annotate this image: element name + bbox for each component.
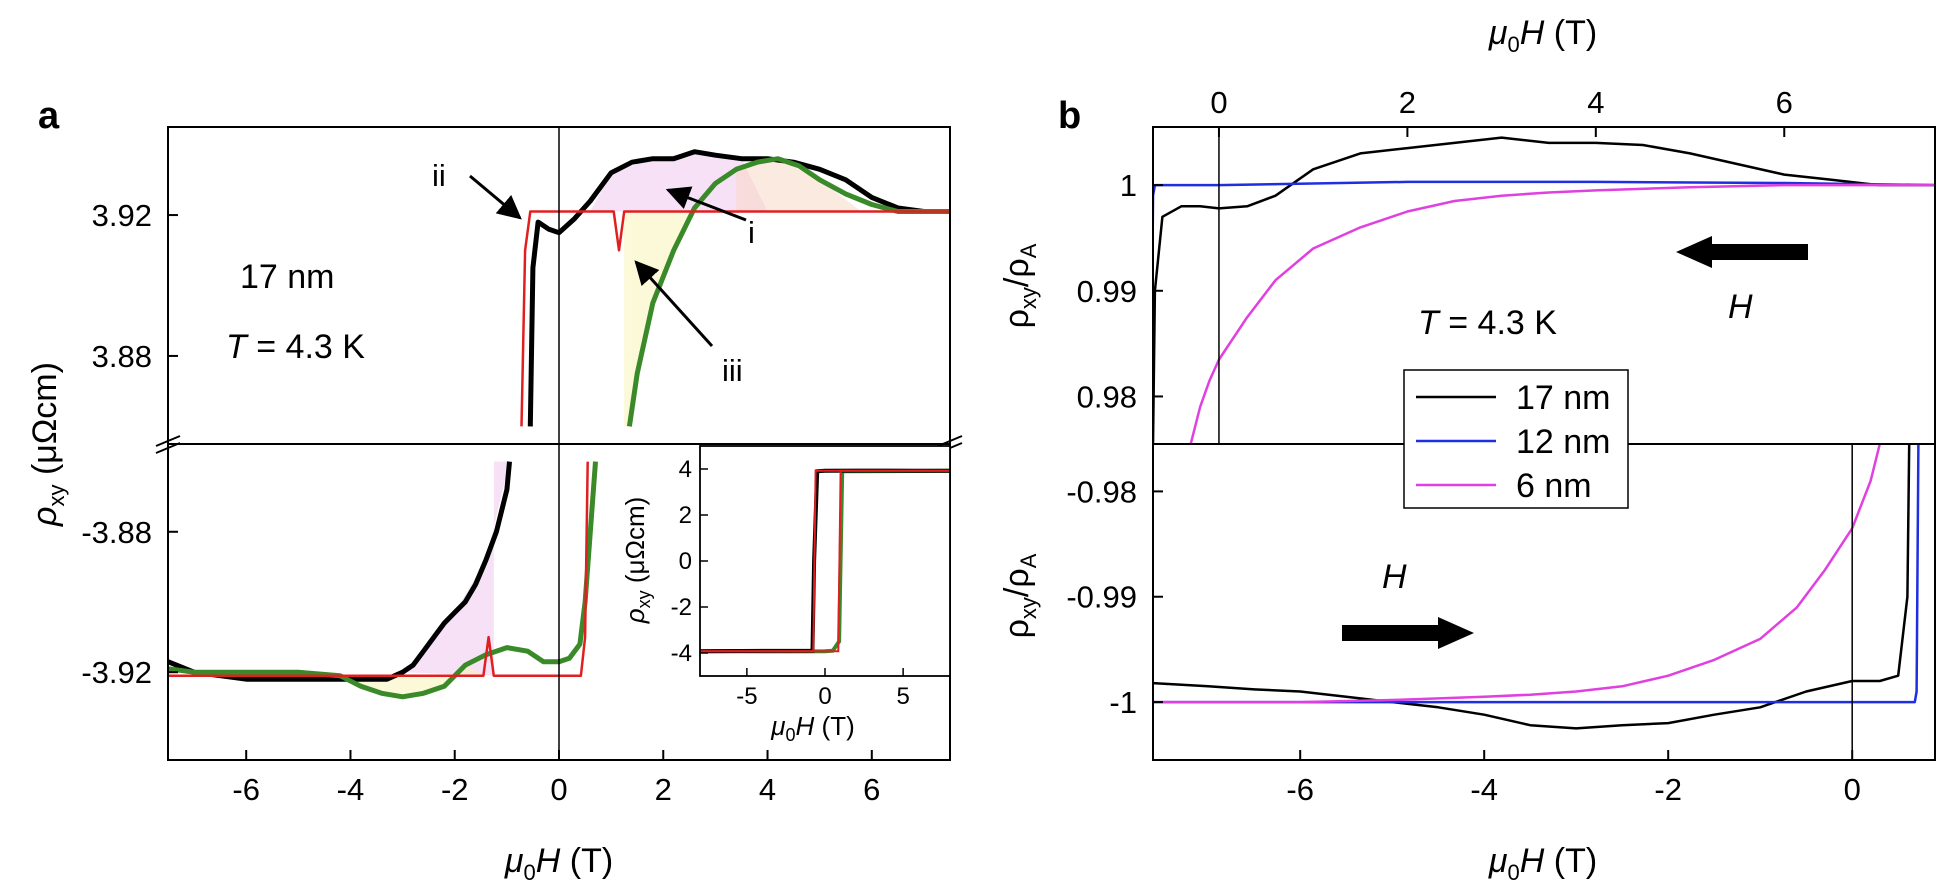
- annotation-iii-arrow: [634, 260, 714, 348]
- panel-a-ylabel: ρxy (μΩcm): [26, 362, 69, 527]
- panel-b-xlabel-top: μ0H (T): [1488, 14, 1597, 57]
- inset-xtick-label: 0: [818, 683, 831, 710]
- inset-ytick-label: 0: [679, 548, 692, 575]
- panel-b-series-2-upper: [1189, 183, 1935, 444]
- field-arrow-left-icon: [1676, 236, 1808, 268]
- legend-box: [1403, 369, 1629, 509]
- panel-b-series-0-upper: [1153, 136, 1935, 444]
- inset-xtick-label: -5: [736, 683, 757, 710]
- panel-a-ytick-label: 3.88: [92, 339, 152, 374]
- fill-region-lower-pink: [402, 461, 510, 676]
- legend-label-6nm: 6 nm: [1516, 467, 1592, 505]
- legend-label-12nm: 12 nm: [1516, 423, 1611, 461]
- panel-b-top-xtick-label: 4: [1587, 85, 1604, 120]
- annotation-i-arrow: [665, 186, 747, 222]
- panel-b-bottom-xtick-label: -6: [1286, 772, 1314, 807]
- inset-background: [700, 446, 950, 676]
- panel-a-series-1-upper: [626, 156, 950, 427]
- inset: -5 0 5 4 2 0 -2 -4 μ0H (T) ρxy (μΩcm): [620, 445, 951, 745]
- panel-a-ytick-label: -3.88: [81, 515, 152, 550]
- fill-region-lower-yellow: [340, 665, 487, 697]
- panel-a-label: a: [38, 95, 60, 137]
- fill-region-iii-upper: [624, 208, 716, 427]
- panel-b-xlabel-bottom: μ0H (T): [1488, 842, 1597, 885]
- annotation-iii: iii: [722, 353, 743, 388]
- panel-b-top-xtick-label: 6: [1776, 85, 1793, 120]
- panel-b: b 0 2 4 6 -6 -4 -2 0 1 0.99 0.98 -0.98 -0.99 -1 μ0H (…: [998, 14, 1936, 885]
- annotation-ii-arrow: [469, 174, 522, 220]
- panel-b-ytick-label: -1: [1109, 685, 1137, 720]
- panel-b-ytick-label: -0.98: [1066, 474, 1137, 509]
- inset-ylabel: ρxy (μΩcm): [620, 497, 654, 625]
- inset-ytick-label: -4: [671, 640, 692, 667]
- fill-region-i-upper: [590, 151, 768, 212]
- panel-b-series-2-lower: [1153, 444, 1882, 704]
- panel-a-series-0-upper: [527, 149, 950, 427]
- panel-a-thickness-label: 17 nm: [240, 258, 335, 296]
- panel-b-ylabel-lower: ρxy/ρA: [998, 553, 1041, 638]
- panel-b-bottom-xtick-label: 0: [1844, 772, 1861, 807]
- inset-ytick-label: -2: [671, 594, 692, 621]
- field-arrow-right-icon: [1342, 617, 1474, 649]
- panel-a-xtick-label: -6: [232, 772, 260, 807]
- panel-a-ytick-label: 3.92: [92, 198, 152, 233]
- legend: 17 nm 12 nm 6 nm: [1403, 369, 1629, 509]
- panel-a-lower-series: [168, 461, 598, 700]
- inset-ytick-label: 4: [679, 456, 692, 483]
- panel-a-xtick-label: 4: [759, 772, 776, 807]
- annotation-ii: ii: [432, 158, 446, 193]
- inset-xlabel: μ0H (T): [770, 711, 854, 745]
- panel-a-xtick-label: -4: [337, 772, 365, 807]
- panel-b-temperature-label: T = 4.3 K: [1418, 304, 1557, 342]
- panel-a-series-1-lower: [168, 461, 598, 700]
- inset-ytick-label: 2: [679, 502, 692, 529]
- legend-label-17nm: 17 nm: [1516, 379, 1611, 417]
- panel-a-ticks: -6 -4 -2 0 2 4 6 3.92 3.88 -3.88 -3.92: [81, 198, 880, 807]
- panel-a-axis-break-left: [155, 435, 181, 454]
- panel-b-ytick-label: -0.99: [1066, 580, 1137, 615]
- panel-a-series-2-lower: [168, 461, 589, 677]
- panel-a-xlabel: μ0H (T): [504, 842, 613, 885]
- panel-a-series-2-upper: [520, 210, 950, 427]
- panel-b-bottom-xtick-label: -4: [1470, 772, 1498, 807]
- panel-a-xtick-label: 2: [655, 772, 672, 807]
- panel-b-label: b: [1058, 95, 1081, 137]
- panel-a-upper-series: [520, 149, 950, 427]
- panel-a-ytick-label: -3.92: [81, 655, 152, 690]
- panel-b-top-xtick-label: 0: [1210, 85, 1227, 120]
- panel-a: a -6 -4 -2 0 2 4 6 3.92 3.88 -3.88 -3.92 μ0H (T) ρ…: [26, 95, 963, 885]
- inset-xtick-label: 5: [896, 683, 909, 710]
- annotation-i: i: [748, 215, 755, 250]
- panel-a-temperature-label: T = 4.3 K: [226, 328, 365, 366]
- panel-b-bottom-xtick-label: -2: [1654, 772, 1682, 807]
- panel-b-ylabel-upper: ρxy/ρA: [998, 243, 1041, 328]
- panel-a-xtick-label: 6: [863, 772, 880, 807]
- panel-b-top-xtick-label: 2: [1399, 85, 1416, 120]
- field-arrow-top-label: H: [1728, 288, 1753, 326]
- field-arrow-bottom-label: H: [1382, 558, 1407, 596]
- panel-b-ticks: 0 2 4 6 -6 -4 -2 0 1 0.99 0.98 -0.98 -0.99 -1: [1066, 85, 1860, 807]
- inset-fit-up: [700, 469, 950, 653]
- panel-a-series-0-lower: [168, 461, 512, 682]
- panel-b-ytick-label: 0.98: [1077, 379, 1137, 414]
- panel-b-ytick-label: 1: [1120, 168, 1137, 203]
- panel-b-series-0-lower: [1153, 444, 1911, 730]
- fill-region-upper-right: [736, 158, 862, 212]
- panel-b-ytick-label: 0.99: [1077, 274, 1137, 309]
- panel-a-xtick-label: -2: [441, 772, 469, 807]
- panel-a-xtick-label: 0: [550, 772, 567, 807]
- panel-b-lower-series: [1153, 444, 1920, 730]
